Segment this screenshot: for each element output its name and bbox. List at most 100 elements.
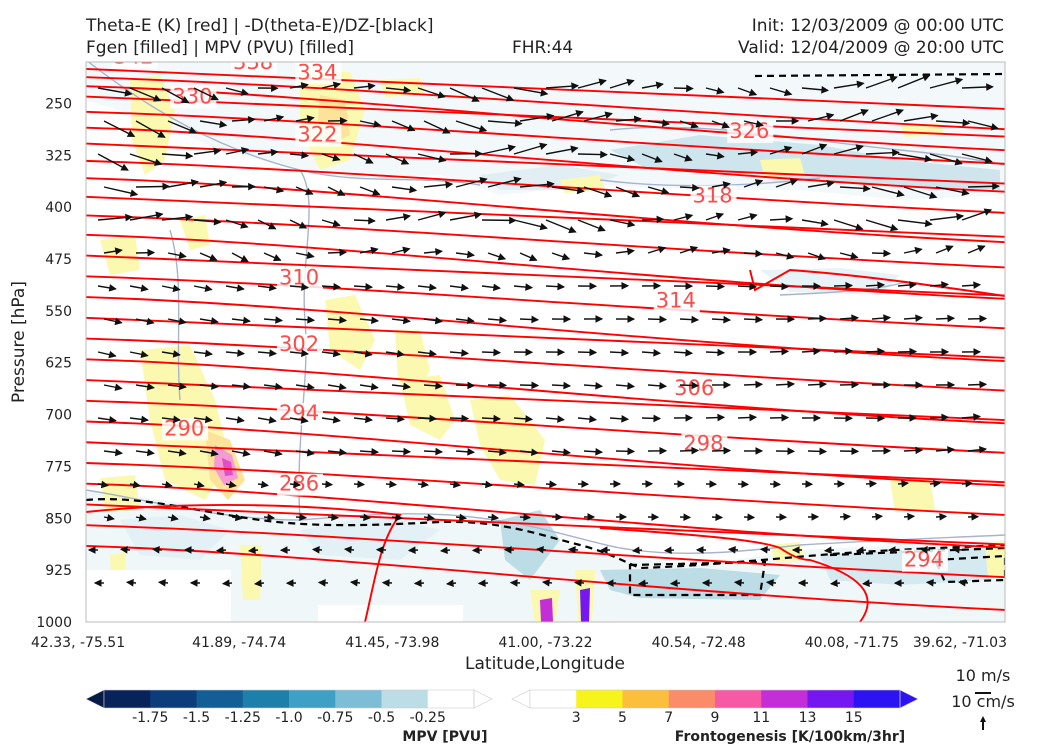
wind-scale-vertical-arrowhead <box>980 716 986 722</box>
wind-vector-head <box>621 348 630 357</box>
wind-vector-head <box>371 188 381 196</box>
wind-vector-head <box>915 446 924 455</box>
wind-vector-head <box>402 213 412 221</box>
theta-e-label-bg <box>111 62 158 69</box>
wind-vector-head <box>781 347 790 356</box>
theta-e-label: 286 <box>279 472 319 496</box>
wind-vector-head <box>138 514 147 522</box>
wind-vector-head <box>813 347 822 356</box>
wind-vector-head <box>471 546 480 554</box>
wind-vectors <box>87 74 1000 588</box>
mpv-colorbar-tick: -0.25 <box>410 710 446 726</box>
wind-vector-head <box>895 108 904 116</box>
wind-vector-head <box>243 382 252 390</box>
wind-vector-head <box>785 215 794 223</box>
wind-vector-head <box>300 416 309 424</box>
colorbar-extend-right <box>899 689 919 709</box>
wind-scale-vertical: 10 cm/s <box>951 692 1015 711</box>
wind-vector-head <box>204 284 213 293</box>
wind-vector-head <box>129 189 139 197</box>
theta-e-line <box>86 462 1005 516</box>
wind-vector-head <box>875 512 884 521</box>
wind-vector-head <box>204 349 213 358</box>
colorbar-segment <box>668 690 716 708</box>
wind-vector-head <box>549 480 558 489</box>
wind-vector-head <box>421 480 430 489</box>
colorbar-segment <box>335 690 382 708</box>
theta-e-line <box>599 527 869 622</box>
wind-vector-head <box>202 513 211 522</box>
wind-vector-head <box>477 579 486 587</box>
mpv-colorbar-tick: -1.75 <box>132 710 168 726</box>
wind-vector-head <box>185 151 194 160</box>
colorbar-segment <box>427 690 475 708</box>
wind-vector-head <box>939 512 948 521</box>
wind-vector-head <box>242 316 251 325</box>
wind-vector-head <box>779 513 788 521</box>
wind-vector-head <box>659 382 668 390</box>
wind-vector-head <box>605 579 614 587</box>
wind-vector-head <box>114 317 123 326</box>
wind-vector-head <box>924 154 933 163</box>
wind-vector-head <box>653 282 662 290</box>
wind-vector-head <box>271 84 279 92</box>
wind-vector-head <box>268 416 277 424</box>
wind-vector-head <box>474 211 483 220</box>
wind-vector-head <box>595 315 604 323</box>
plot-area: 342 338 3343303263223183143103063022982942… <box>86 62 1005 622</box>
wind-vector-head <box>663 546 672 554</box>
wind-vector-head <box>403 447 412 456</box>
wind-vector-head <box>337 188 346 196</box>
wind-vector-head <box>499 381 508 390</box>
mpv-colorbar-tick: -1.5 <box>183 710 210 726</box>
wind-vector-head <box>240 255 249 262</box>
wind-vector-head <box>125 578 134 587</box>
wind-vector-head <box>210 93 219 101</box>
wind-vector-head <box>749 213 758 221</box>
wind-vector-head <box>954 77 964 85</box>
wind-vector-head <box>237 349 246 357</box>
theta-e-label-bg <box>276 403 323 426</box>
wind-vector-head <box>147 248 156 257</box>
wind-vector-head <box>597 224 606 232</box>
colorbar-segment <box>196 690 244 708</box>
wind-vector-head <box>270 148 279 157</box>
wind-vector-head <box>883 381 892 389</box>
x-tick-label: 39.62, -71.03 <box>913 635 1007 651</box>
colorbar-segment <box>807 690 855 708</box>
wind-vector-head <box>466 250 475 259</box>
wind-vector-head <box>275 316 284 324</box>
wind-vector-head <box>826 179 835 188</box>
wind-vector-head <box>210 449 219 457</box>
wind-vector-head <box>185 213 194 222</box>
wind-vector-head <box>567 546 576 554</box>
wind-vector-head <box>274 449 283 457</box>
wind-vector-head <box>651 513 660 521</box>
wind-vector-head <box>162 182 171 191</box>
wind-vector-head <box>716 151 725 160</box>
wind-vector-head <box>685 282 694 290</box>
wind-vector-head <box>363 513 372 522</box>
wind-vector-head <box>317 579 326 587</box>
wind-vector-head <box>478 125 488 133</box>
frontogenesis-colorbar: 3 5 7 9 11 13 15 <box>511 689 919 726</box>
wind-vector-head <box>114 448 123 457</box>
theta-e-label-bg <box>653 290 700 313</box>
wind-vector-head <box>863 184 871 193</box>
wind-vector-head <box>298 221 308 229</box>
wind-vector-head <box>557 415 566 423</box>
wind-vector-head <box>140 284 149 292</box>
wind-vector-head <box>349 578 358 587</box>
wind-vector-head <box>493 348 502 357</box>
y-tick-label: 850 <box>45 511 72 527</box>
colorbar-segment <box>622 690 670 708</box>
theta-e-line <box>86 275 1005 330</box>
wind-vector-head <box>339 316 348 324</box>
wind-vector-head <box>589 415 598 423</box>
wind-vector-head <box>919 546 928 554</box>
colorbar-extend-right <box>473 689 493 709</box>
y-tick-label: 325 <box>45 148 72 164</box>
wind-vector-head <box>715 212 725 220</box>
wind-vector-head <box>787 315 796 323</box>
theta-e-label: 290 <box>164 416 204 440</box>
